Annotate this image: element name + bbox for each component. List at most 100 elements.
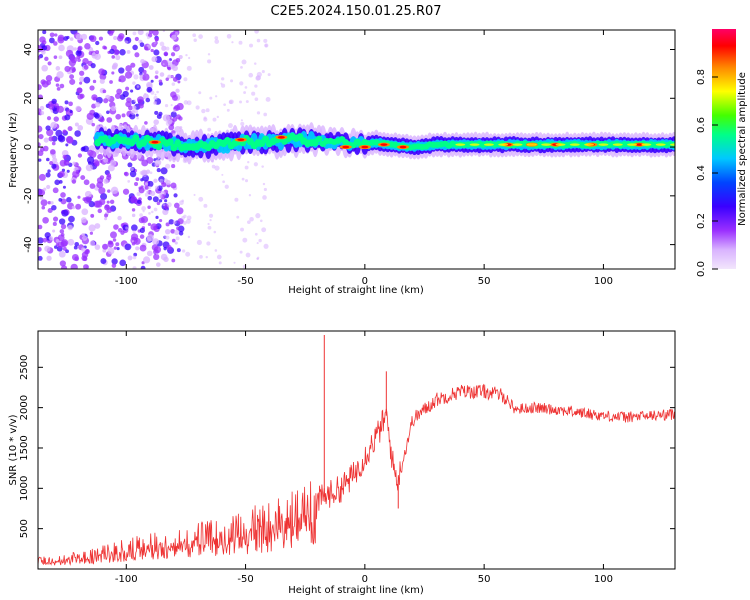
spectral-point bbox=[94, 161, 100, 167]
spectral-point bbox=[60, 265, 68, 269]
spectral-point bbox=[158, 193, 163, 199]
spectral-point bbox=[239, 81, 244, 86]
snr-marks bbox=[38, 335, 675, 566]
spectral-point bbox=[133, 99, 136, 102]
spectral-point bbox=[171, 238, 176, 243]
spectral-point bbox=[113, 35, 118, 41]
spectral-point bbox=[176, 207, 184, 215]
spectral-point bbox=[40, 110, 45, 116]
spectral-point bbox=[236, 215, 240, 219]
spectral-point bbox=[112, 238, 117, 242]
spectral-point bbox=[174, 31, 179, 36]
spectral-point bbox=[52, 229, 56, 233]
spectral-point bbox=[96, 181, 104, 189]
spectral-point bbox=[47, 201, 52, 205]
x-tick-label: 50 bbox=[478, 574, 491, 585]
spectral-point bbox=[121, 113, 126, 118]
spectral-point bbox=[138, 103, 144, 109]
ridge-peak bbox=[469, 143, 480, 146]
spectral-point bbox=[68, 215, 75, 223]
spectral-point bbox=[100, 258, 107, 265]
spectral-point bbox=[159, 178, 164, 183]
ridge-peak bbox=[598, 143, 609, 146]
ridge-peak bbox=[612, 143, 623, 146]
spectral-point bbox=[113, 49, 120, 56]
spectral-point bbox=[127, 255, 133, 261]
spectral-point bbox=[209, 218, 212, 222]
spectral-point bbox=[48, 103, 55, 110]
spectral-point bbox=[44, 245, 51, 252]
spectral-point bbox=[174, 241, 178, 245]
spectral-point bbox=[156, 262, 161, 267]
x-tick-label: 0 bbox=[362, 276, 368, 287]
spectral-point bbox=[115, 113, 122, 120]
spectral-point bbox=[134, 109, 139, 114]
spectral-point bbox=[80, 175, 86, 181]
spectral-point bbox=[256, 111, 261, 115]
spectral-point bbox=[67, 238, 75, 246]
spectral-point bbox=[146, 156, 154, 164]
spectral-point bbox=[135, 113, 139, 117]
spectral-point bbox=[132, 266, 137, 269]
spectral-point bbox=[176, 102, 184, 111]
spectral-point bbox=[221, 77, 225, 81]
spectral-point bbox=[253, 162, 258, 167]
spectral-point bbox=[82, 197, 87, 202]
spectral-point bbox=[111, 71, 115, 75]
spectral-point bbox=[142, 210, 145, 213]
ridge-peak bbox=[342, 145, 350, 149]
spectral-point bbox=[144, 121, 148, 125]
spectral-point bbox=[63, 36, 69, 41]
spectral-point bbox=[223, 103, 226, 107]
spectral-point bbox=[193, 38, 197, 42]
spectral-point bbox=[205, 255, 208, 259]
spectral-point bbox=[208, 213, 214, 218]
spectral-point bbox=[56, 105, 64, 113]
spectral-point bbox=[254, 84, 258, 88]
spectral-point bbox=[58, 250, 66, 258]
spectral-point bbox=[136, 85, 140, 88]
spectral-point bbox=[165, 77, 169, 82]
colorbar-gradient bbox=[712, 29, 736, 269]
y-tick-label: 500 bbox=[19, 519, 30, 538]
spectral-point bbox=[196, 239, 202, 246]
spectral-point bbox=[38, 142, 41, 147]
ridge-peak bbox=[541, 143, 552, 146]
spectral-point bbox=[134, 52, 140, 58]
spectral-point bbox=[109, 30, 115, 34]
spectrogram-xlabel: Height of straight line (km) bbox=[288, 285, 424, 296]
spectral-point bbox=[171, 94, 178, 101]
spectral-point bbox=[122, 90, 129, 98]
spectral-point bbox=[152, 30, 159, 36]
spectral-point bbox=[249, 216, 254, 222]
spectral-point bbox=[178, 116, 183, 121]
spectral-point bbox=[221, 173, 224, 176]
spectral-point bbox=[68, 59, 76, 67]
spectral-point bbox=[71, 205, 76, 210]
spectral-point bbox=[114, 93, 121, 100]
spectral-point bbox=[38, 255, 43, 261]
spectral-point bbox=[64, 100, 69, 105]
spectral-point bbox=[142, 69, 147, 74]
spectral-point bbox=[97, 208, 103, 214]
spectral-point bbox=[139, 213, 143, 217]
spectral-point bbox=[61, 209, 69, 217]
spectral-point bbox=[56, 86, 61, 91]
spectral-point bbox=[132, 44, 138, 51]
spectral-point bbox=[81, 247, 86, 252]
spectral-point bbox=[159, 72, 165, 77]
spectral-point bbox=[77, 153, 83, 158]
spectral-point bbox=[170, 228, 175, 234]
spectral-point bbox=[132, 81, 136, 85]
ridge-peak bbox=[641, 143, 652, 146]
spectral-point bbox=[130, 167, 134, 171]
ridge-peak bbox=[526, 143, 537, 146]
spectral-point bbox=[159, 218, 163, 223]
snr-axes: -100 -50 0 50 100 500 1000 1500 2000 2500 bbox=[19, 331, 675, 585]
spectral-point bbox=[58, 135, 66, 143]
y-tick-label: 1500 bbox=[19, 435, 30, 460]
spectral-point bbox=[89, 85, 95, 91]
colorbar-tick-label: 0.2 bbox=[696, 213, 707, 229]
spectral-point bbox=[66, 197, 72, 203]
